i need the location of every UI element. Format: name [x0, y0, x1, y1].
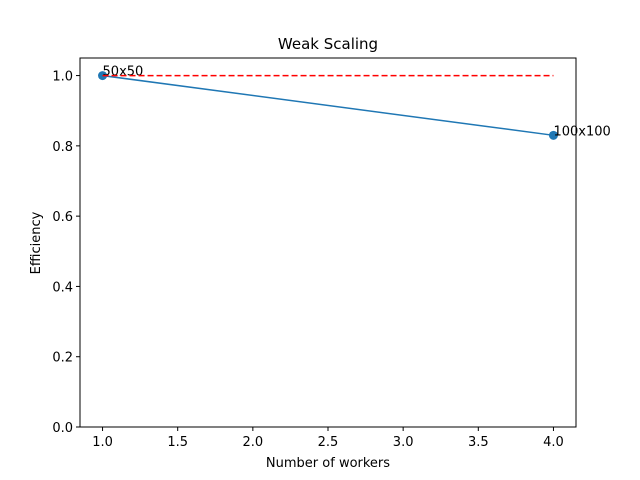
y-tick-label: 0.4: [52, 280, 73, 295]
x-axis: 1.0 1.5 2.0 2.5 3.0 3.5 4.0: [92, 427, 564, 450]
y-tick-label: 0.8: [52, 140, 73, 155]
point-annotation: 50x50: [103, 65, 144, 80]
x-tick-label: 1.0: [92, 435, 113, 450]
x-tick-label: 1.5: [167, 435, 188, 450]
plot-area: 50x50 100x100: [98, 65, 611, 140]
y-tick-label: 1.0: [52, 70, 73, 85]
point-annotation: 100x100: [553, 124, 610, 139]
data-point: [548, 130, 558, 140]
y-tick-label: 0.2: [52, 351, 73, 366]
x-tick-label: 2.5: [318, 435, 339, 450]
y-axis-label: Efficiency: [29, 211, 44, 274]
y-tick-label: 0.6: [52, 210, 73, 225]
x-axis-label: Number of workers: [266, 456, 390, 471]
x-tick-label: 3.5: [468, 435, 489, 450]
y-tick-label: 0.0: [52, 421, 73, 436]
y-axis: 0.0 0.2 0.4 0.6 0.8 1.0: [52, 70, 80, 436]
x-tick-label: 3.0: [393, 435, 414, 450]
chart-title: Weak Scaling: [278, 35, 378, 53]
efficiency-line: [102, 74, 554, 137]
x-tick-label: 4.0: [543, 435, 564, 450]
x-tick-label: 2.0: [243, 435, 264, 450]
